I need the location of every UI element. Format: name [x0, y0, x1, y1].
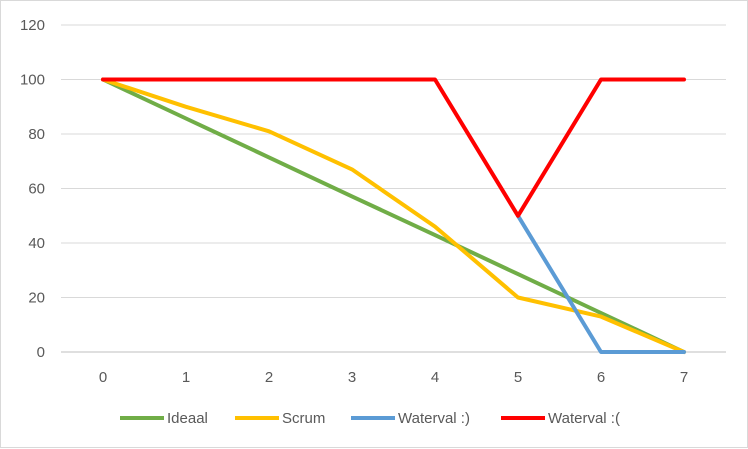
y-axis-tick-labels: 0 20 40 60 80 100 120: [20, 17, 45, 361]
legend: Ideaal Scrum Waterval :) Waterval :(: [120, 410, 620, 427]
legend-label: Waterval :): [398, 410, 470, 427]
y-tick-label: 100: [20, 72, 45, 89]
x-tick-label: 3: [348, 369, 356, 386]
series-line-4: [101, 77, 686, 218]
x-tick-label: 4: [431, 369, 439, 386]
x-tick-label: 1: [182, 369, 190, 386]
series-lines: [101, 77, 686, 354]
x-tick-label: 0: [99, 369, 107, 386]
y-tick-label: 60: [28, 181, 45, 198]
y-tick-label: 80: [28, 126, 45, 143]
y-tick-label: 0: [37, 344, 45, 361]
gridlines: [61, 24, 726, 353]
series-line-1: [101, 77, 686, 354]
x-axis-tick-labels: 0 1 2 3 4 5 6 7: [99, 369, 688, 386]
legend-label: Ideaal: [167, 410, 208, 427]
x-tick-label: 6: [597, 369, 605, 386]
x-tick-label: 5: [514, 369, 522, 386]
legend-label: Waterval :(: [548, 410, 620, 427]
series-line-3: [516, 213, 686, 354]
series-line-2: [101, 77, 686, 354]
x-tick-label: 7: [680, 369, 688, 386]
y-tick-label: 20: [28, 290, 45, 307]
x-tick-label: 2: [265, 369, 273, 386]
y-tick-label: 40: [28, 235, 45, 252]
legend-label: Scrum: [282, 410, 325, 427]
y-tick-label: 120: [20, 17, 45, 34]
